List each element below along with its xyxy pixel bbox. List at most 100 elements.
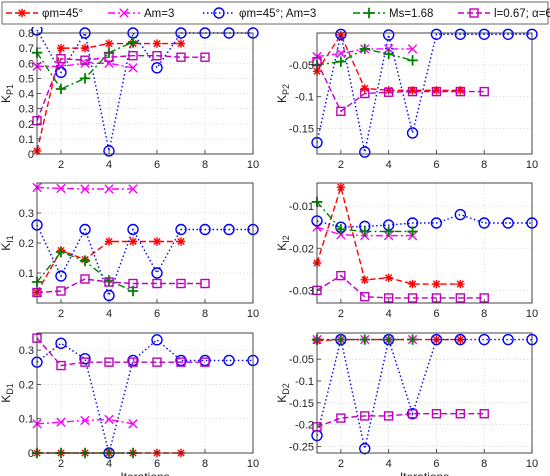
data-point-s5-2 <box>336 106 346 117</box>
data-point-s5-3 <box>80 274 90 284</box>
data-point-s3-8 <box>199 223 211 236</box>
axes-frame <box>316 332 533 454</box>
chart-panels: 2 4 6 8 10 0 0.1 0.2 0.3 0.4 0.5 0.6 0.7 0.8 KP1 2 4 6 8 10… <box>0 27 538 476</box>
data-point-s5-5 <box>407 86 418 97</box>
legend-marker-2 <box>119 8 129 18</box>
x-tick-label: 4 <box>106 458 112 470</box>
legend-label-4: Ms=1.68 <box>389 8 433 20</box>
data-point-s3-4 <box>103 145 115 157</box>
x-tick-label: 4 <box>106 159 112 171</box>
data-point-s5-6 <box>431 86 442 97</box>
x-tick-label: 4 <box>386 458 392 470</box>
data-point-s2-2 <box>56 183 66 194</box>
x-axis-label: Iterations <box>400 470 449 476</box>
x-tick-label: 10 <box>247 308 259 320</box>
plot-area <box>37 333 253 453</box>
data-point-s1-6 <box>432 335 441 344</box>
legend-label-5: l=0.67; α=62° <box>494 8 550 20</box>
axes-frame <box>36 332 254 454</box>
x-tick-label: 8 <box>202 458 208 470</box>
panel-k-i2: 2 4 6 8 10 -0.01 -0.02 -0.03 KI2 <box>275 182 538 320</box>
data-point-s1-3 <box>360 84 369 93</box>
x-tick-label: 10 <box>247 159 259 171</box>
data-point-s3-6 <box>151 267 163 279</box>
data-point-s3-6 <box>430 333 443 346</box>
panel-k-i1: 2 4 6 8 10 0.1 0.2 0.3 KI1 <box>0 182 259 320</box>
data-point-s3-5 <box>127 354 139 367</box>
x-tick-label: 6 <box>154 308 160 320</box>
plot-area <box>317 183 532 303</box>
data-point-s2-2 <box>56 417 66 427</box>
data-point-s2-5 <box>128 419 138 429</box>
data-point-s4-4 <box>383 334 394 345</box>
data-point-s5-2 <box>336 413 346 423</box>
data-point-s5-3 <box>80 357 90 367</box>
data-point-s3-2 <box>55 66 67 79</box>
data-point-s1-6 <box>152 237 162 246</box>
data-point-s3-6 <box>430 217 443 229</box>
x-tick-label: 6 <box>154 159 160 171</box>
data-point-s5-2 <box>336 270 346 281</box>
x-tick-label: 6 <box>154 458 160 470</box>
y-tick-label: 0 <box>28 149 34 161</box>
data-point-s3-6 <box>151 62 163 74</box>
data-point-s4-4 <box>383 226 394 237</box>
series-line-3 <box>316 33 532 153</box>
data-point-s2-5 <box>128 63 138 73</box>
y-tick-label: 0.2 <box>19 119 34 131</box>
x-tick-label: 4 <box>386 159 392 171</box>
x-tick-label: 8 <box>481 308 487 320</box>
data-point-s3-5 <box>127 223 139 236</box>
data-point-s2-4 <box>104 414 114 425</box>
data-point-s2-5 <box>128 184 138 194</box>
data-point-s5-5 <box>407 409 418 419</box>
y-axis-label: KD2 <box>275 383 291 403</box>
x-tick-label: 2 <box>58 308 64 320</box>
data-point-s5-5 <box>128 50 138 61</box>
data-point-s5-5 <box>128 278 138 289</box>
legend-marker-1 <box>17 8 27 18</box>
data-point-s1-7 <box>456 335 465 344</box>
y-tick-label: 0.1 <box>19 268 34 280</box>
y-tick-label: 0.4 <box>19 89 34 101</box>
data-point-s3-8 <box>478 217 490 229</box>
legend-entry-5: l=0.67; α=62° <box>458 8 550 20</box>
data-point-s3-4 <box>382 29 395 41</box>
data-point-s5-4 <box>104 357 114 367</box>
series-line-5 <box>316 274 485 299</box>
y-tick-label: -0.02 <box>289 243 314 255</box>
x-tick-label: 8 <box>202 159 208 171</box>
data-point-s1-7 <box>176 39 186 48</box>
data-point-s1-5 <box>408 279 417 289</box>
data-point-s3-7 <box>454 28 467 40</box>
y-axis-label: KI2 <box>275 235 291 251</box>
data-point-s4-2 <box>335 334 347 345</box>
axes-frame <box>316 182 533 304</box>
data-point-s1-5 <box>128 237 138 246</box>
x-tick-label: 8 <box>481 458 487 470</box>
data-point-s5-6 <box>152 50 162 61</box>
data-point-s3-9 <box>502 333 514 346</box>
data-point-s3-6 <box>151 334 163 346</box>
x-tick-label: 2 <box>338 159 344 171</box>
y-tick-label: 0.3 <box>19 104 34 116</box>
data-point-s2-3 <box>80 184 90 194</box>
y-tick-label: 0 <box>28 448 34 460</box>
panel-k-p1: 2 4 6 8 10 0 0.1 0.2 0.3 0.4 0.5 0.6 0.7 0.8 KP1 <box>0 27 259 171</box>
plot-area <box>317 33 532 154</box>
x-tick-label: 10 <box>247 458 259 470</box>
legend-box <box>1 1 549 25</box>
data-point-s1-7 <box>176 237 186 246</box>
data-point-s3-9 <box>502 28 514 40</box>
data-point-s2-5 <box>407 44 418 54</box>
data-point-s1-5 <box>408 86 417 95</box>
y-tick-label: 0.6 <box>19 58 34 70</box>
data-point-s3-3 <box>79 223 91 236</box>
data-point-s1-2 <box>336 30 346 40</box>
y-tick-label: -0.2 <box>295 420 314 432</box>
data-point-s5-2 <box>56 54 66 64</box>
y-tick-label: -0.05 <box>289 60 314 72</box>
data-point-s3-7 <box>175 354 187 367</box>
data-point-s5-4 <box>383 411 394 421</box>
legend-entry-4: Ms=1.68 <box>353 7 433 20</box>
